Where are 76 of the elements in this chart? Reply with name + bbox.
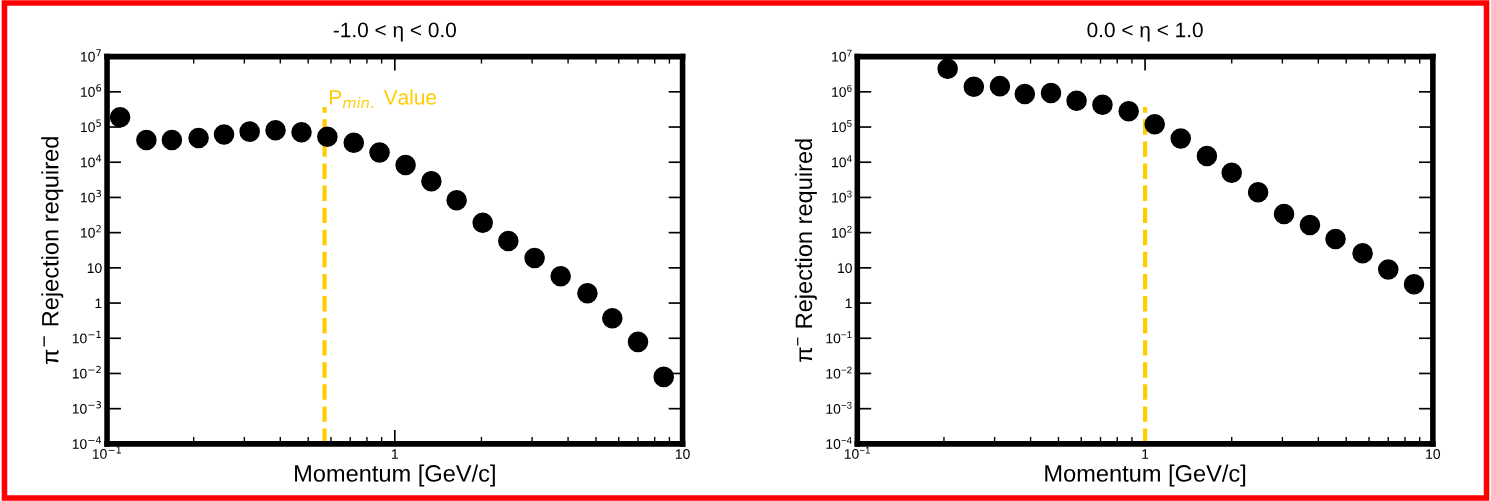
point [989, 75, 1011, 97]
y-tick-label: 10$^{6}$ [832, 84, 852, 97]
point [1221, 162, 1242, 184]
point [524, 247, 545, 269]
point [627, 331, 649, 353]
y-tick-label: 10$^{7}$ [81, 49, 101, 62]
y-tick-label: 10 [87, 263, 102, 274]
point [161, 129, 183, 151]
y-tick-label: 10$^{−2}$ [72, 365, 101, 379]
point [653, 366, 674, 388]
y-tick-label: 10$^{−4}$ [826, 436, 852, 449]
point [1170, 128, 1191, 149]
chart-title: -1.0 < η < 0.0 [333, 22, 456, 42]
y-tick-label: 10$^{2}$ [81, 225, 101, 238]
point [213, 124, 235, 145]
point [446, 190, 467, 211]
point [421, 170, 442, 192]
x-axis-title: Momentum [GeV/c] [1045, 464, 1246, 487]
y-tick-label: 10$^{2}$ [832, 225, 852, 238]
y-axis-title: π$^{−}$ Rejection required [41, 137, 64, 364]
y-tick-label: 10$^{5}$ [81, 119, 101, 133]
x-tick-label: 1 [1142, 449, 1149, 459]
point [1066, 90, 1087, 111]
point [550, 265, 571, 287]
point [317, 126, 338, 148]
point [369, 142, 390, 163]
point [1247, 182, 1269, 203]
point [1378, 259, 1399, 280]
point [1144, 113, 1165, 135]
y-tick-label: 10$^{−1}$ [826, 331, 852, 344]
point [602, 307, 623, 329]
y-tick-label: 1 [845, 298, 852, 309]
point [1196, 145, 1218, 167]
point [1014, 83, 1036, 105]
x-axis-title: Momentum [GeV/c] [295, 464, 495, 487]
x-tick-label: 10 [675, 449, 690, 459]
point [1352, 242, 1373, 264]
point [937, 58, 958, 80]
y-tick-label: 10 [838, 263, 852, 274]
point [1299, 214, 1321, 236]
y-tick-label: 10$^{3}$ [832, 190, 852, 203]
y-tick-label: 10$^{7}$ [832, 49, 852, 62]
y-tick-label: 10$^{−3}$ [826, 401, 852, 414]
point [343, 132, 365, 153]
point [963, 76, 985, 97]
point [291, 121, 312, 143]
point [239, 121, 260, 142]
point [1118, 101, 1139, 122]
y-tick-label: 1 [95, 298, 102, 309]
point [136, 129, 157, 151]
point [577, 282, 598, 304]
point [395, 154, 416, 176]
x-tick-label: 1 [392, 449, 398, 459]
point [265, 119, 286, 141]
y-tick-label: 10$^{5}$ [832, 120, 852, 133]
point [1273, 203, 1295, 225]
y-tick-label: 10$^{−3}$ [72, 401, 101, 414]
point [109, 106, 131, 128]
point [1403, 274, 1425, 295]
y-tick-label: 10$^{−4}$ [72, 436, 102, 449]
point [498, 230, 519, 252]
x-tick-label: 10 [1426, 449, 1441, 459]
chart-title: 0.0 < η < 1.0 [1087, 22, 1203, 42]
y-tick-label: 10$^{−2}$ [826, 366, 852, 379]
point [1092, 94, 1113, 115]
y-tick-label: 10$^{4}$ [81, 154, 102, 168]
ref-line-label: P$_{min.}$ Value [329, 89, 437, 108]
y-tick-label: 10$^{3}$ [81, 189, 101, 203]
point [188, 127, 209, 149]
y-axis-title: π$^{−}$ Rejection required [794, 139, 817, 362]
y-tick-label: 10$^{6}$ [81, 84, 102, 97]
point [1040, 82, 1062, 104]
y-tick-label: 10$^{−1}$ [72, 330, 101, 344]
y-tick-label: 10$^{4}$ [832, 155, 852, 168]
point [1325, 228, 1346, 250]
point [472, 212, 493, 234]
